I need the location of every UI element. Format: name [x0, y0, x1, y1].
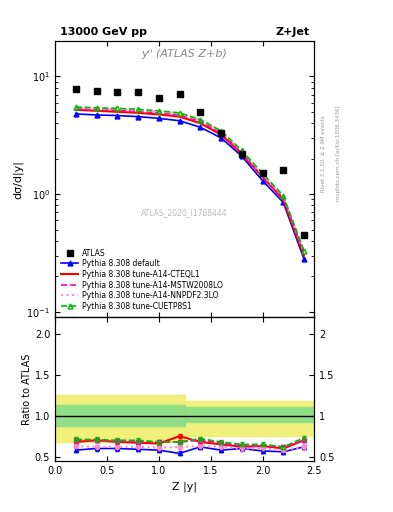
Pythia 8.308 tune-CUETP8S1 — [156, 108, 161, 114]
ATLAS — [219, 130, 223, 136]
Pythia 8.308 default — [281, 199, 286, 205]
Pythia 8.308 tune-CUETP8S1 — [239, 147, 244, 154]
ATLAS — [73, 86, 78, 92]
ATLAS — [156, 95, 161, 101]
ATLAS — [281, 167, 286, 173]
Pythia 8.308 default — [94, 112, 99, 118]
ATLAS — [115, 89, 119, 95]
Y-axis label: Ratio to ATLAS: Ratio to ATLAS — [22, 353, 32, 424]
Pythia 8.308 tune-A14-MSTW2008LO — [302, 251, 307, 257]
ATLAS — [260, 170, 265, 177]
Pythia 8.308 tune-A14-CTEQL1 — [302, 252, 307, 259]
Pythia 8.308 default — [177, 118, 182, 124]
Pythia 8.308 tune-A14-NNPDF2.3LO — [73, 105, 78, 111]
Text: mcplots.cern.ch [arXiv:1306.3436]: mcplots.cern.ch [arXiv:1306.3436] — [336, 106, 341, 201]
Pythia 8.308 tune-A14-NNPDF2.3LO — [94, 106, 99, 112]
Text: yʳˡ (ATLAS Z+b): yʳˡ (ATLAS Z+b) — [142, 49, 228, 59]
Line: Pythia 8.308 tune-A14-MSTW2008LO: Pythia 8.308 tune-A14-MSTW2008LO — [76, 109, 304, 254]
Pythia 8.308 default — [136, 114, 140, 120]
Pythia 8.308 tune-A14-CTEQL1 — [239, 151, 244, 157]
Pythia 8.308 tune-A14-NNPDF2.3LO — [219, 129, 223, 135]
Pythia 8.308 tune-A14-NNPDF2.3LO — [115, 106, 119, 113]
Pythia 8.308 tune-CUETP8S1 — [177, 110, 182, 116]
ATLAS — [198, 109, 203, 115]
ATLAS — [136, 90, 140, 96]
Pythia 8.308 default — [198, 124, 203, 130]
Pythia 8.308 tune-A14-MSTW2008LO — [260, 174, 265, 180]
Pythia 8.308 tune-A14-CTEQL1 — [156, 112, 161, 118]
Pythia 8.308 tune-CUETP8S1 — [260, 170, 265, 177]
Pythia 8.308 tune-A14-MSTW2008LO — [115, 107, 119, 113]
Pythia 8.308 tune-A14-NNPDF2.3LO — [136, 107, 140, 113]
Pythia 8.308 default — [73, 111, 78, 117]
Pythia 8.308 tune-CUETP8S1 — [198, 116, 203, 122]
Pythia 8.308 tune-A14-CTEQL1 — [219, 132, 223, 138]
Line: Pythia 8.308 tune-A14-CTEQL1: Pythia 8.308 tune-A14-CTEQL1 — [76, 110, 304, 255]
Pythia 8.308 tune-CUETP8S1 — [136, 106, 140, 113]
Pythia 8.308 tune-A14-CTEQL1 — [281, 197, 286, 203]
Pythia 8.308 tune-A14-CTEQL1 — [260, 174, 265, 180]
Line: Pythia 8.308 tune-A14-NNPDF2.3LO: Pythia 8.308 tune-A14-NNPDF2.3LO — [76, 108, 304, 252]
Pythia 8.308 tune-A14-MSTW2008LO — [239, 150, 244, 156]
Line: Pythia 8.308 default: Pythia 8.308 default — [73, 112, 307, 262]
Pythia 8.308 tune-A14-NNPDF2.3LO — [281, 194, 286, 200]
Text: 13000 GeV pp: 13000 GeV pp — [60, 27, 147, 37]
Pythia 8.308 tune-CUETP8S1 — [94, 105, 99, 111]
Pythia 8.308 default — [260, 178, 265, 184]
Pythia 8.308 tune-A14-NNPDF2.3LO — [156, 109, 161, 115]
Pythia 8.308 tune-CUETP8S1 — [219, 127, 223, 134]
Pythia 8.308 tune-A14-MSTW2008LO — [94, 106, 99, 113]
Line: ATLAS: ATLAS — [73, 86, 307, 238]
Pythia 8.308 tune-A14-MSTW2008LO — [177, 112, 182, 118]
Pythia 8.308 tune-A14-MSTW2008LO — [198, 118, 203, 124]
Pythia 8.308 default — [115, 113, 119, 119]
Pythia 8.308 tune-A14-CTEQL1 — [177, 114, 182, 120]
Pythia 8.308 tune-CUETP8S1 — [281, 193, 286, 199]
X-axis label: Z |y|: Z |y| — [172, 481, 197, 492]
Pythia 8.308 tune-A14-NNPDF2.3LO — [177, 111, 182, 117]
Line: Pythia 8.308 tune-CUETP8S1: Pythia 8.308 tune-CUETP8S1 — [73, 104, 307, 253]
Text: ATLAS_2020_I1788444: ATLAS_2020_I1788444 — [141, 208, 228, 217]
Pythia 8.308 default — [302, 256, 307, 262]
Pythia 8.308 tune-A14-CTEQL1 — [115, 109, 119, 115]
Pythia 8.308 tune-A14-NNPDF2.3LO — [260, 172, 265, 178]
Pythia 8.308 default — [219, 135, 223, 141]
Y-axis label: dσ/d|y|: dσ/d|y| — [13, 160, 24, 199]
Pythia 8.308 tune-A14-CTEQL1 — [73, 106, 78, 113]
Pythia 8.308 tune-CUETP8S1 — [73, 104, 78, 110]
Pythia 8.308 tune-A14-MSTW2008LO — [281, 195, 286, 201]
ATLAS — [239, 151, 244, 157]
ATLAS — [177, 91, 182, 97]
Pythia 8.308 default — [156, 115, 161, 121]
Pythia 8.308 tune-A14-CTEQL1 — [94, 108, 99, 114]
Pythia 8.308 tune-CUETP8S1 — [302, 248, 307, 254]
ATLAS — [94, 88, 99, 94]
Pythia 8.308 tune-A14-NNPDF2.3LO — [302, 249, 307, 255]
Pythia 8.308 default — [239, 153, 244, 159]
Pythia 8.308 tune-A14-CTEQL1 — [198, 120, 203, 126]
Text: Rivet 3.1.10, ≥ 2.9M events: Rivet 3.1.10, ≥ 2.9M events — [320, 115, 325, 192]
Pythia 8.308 tune-CUETP8S1 — [115, 105, 119, 112]
Pythia 8.308 tune-A14-NNPDF2.3LO — [239, 148, 244, 155]
Legend: ATLAS, Pythia 8.308 default, Pythia 8.308 tune-A14-CTEQL1, Pythia 8.308 tune-A14: ATLAS, Pythia 8.308 default, Pythia 8.30… — [59, 246, 225, 313]
ATLAS — [302, 232, 307, 238]
Pythia 8.308 tune-A14-NNPDF2.3LO — [198, 117, 203, 123]
Pythia 8.308 tune-A14-MSTW2008LO — [136, 108, 140, 114]
Pythia 8.308 tune-A14-MSTW2008LO — [219, 130, 223, 136]
Pythia 8.308 tune-A14-MSTW2008LO — [73, 106, 78, 112]
Pythia 8.308 tune-A14-MSTW2008LO — [156, 110, 161, 116]
Pythia 8.308 tune-A14-CTEQL1 — [136, 110, 140, 116]
Text: Z+Jet: Z+Jet — [275, 27, 309, 37]
